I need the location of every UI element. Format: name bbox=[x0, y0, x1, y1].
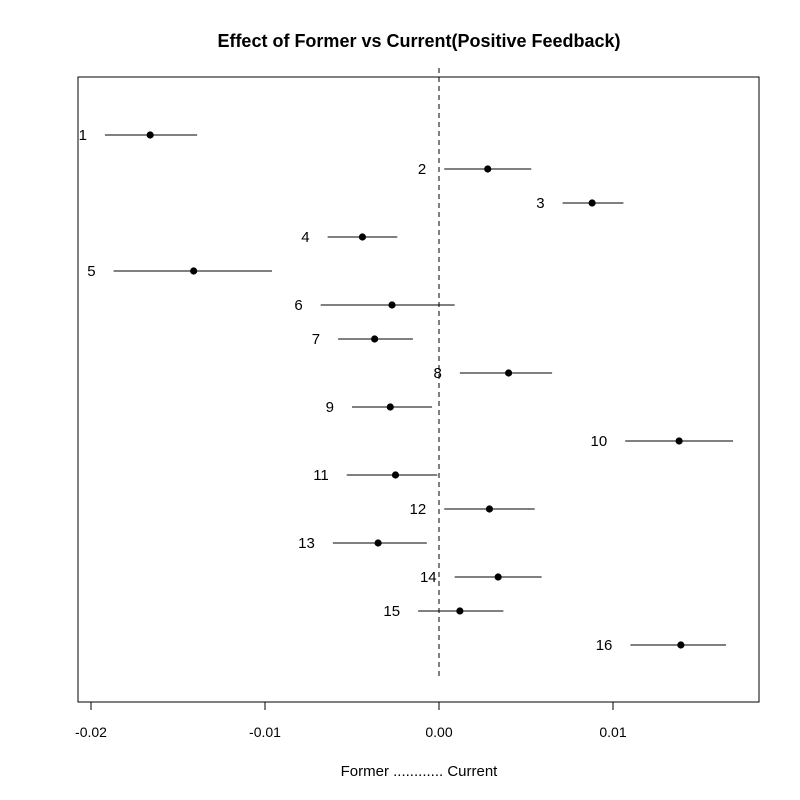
point-label: 12 bbox=[410, 501, 427, 518]
point-estimate bbox=[391, 471, 400, 479]
point-estimate bbox=[675, 437, 683, 445]
point-estimate bbox=[505, 369, 513, 377]
x-tick-label: -0.02 bbox=[75, 724, 107, 740]
x-axis-label: Former ............ Current bbox=[341, 763, 499, 780]
point-label: 1 bbox=[79, 127, 87, 144]
point-label: 2 bbox=[418, 161, 426, 178]
point-estimate bbox=[190, 267, 198, 275]
point-estimate bbox=[146, 131, 154, 139]
point-label: 8 bbox=[434, 365, 442, 382]
point-label: 3 bbox=[536, 195, 544, 212]
point-estimate bbox=[494, 573, 502, 581]
point-label: 14 bbox=[420, 569, 437, 586]
point-estimate bbox=[588, 199, 596, 207]
point-label: 4 bbox=[301, 229, 309, 246]
point-label: 15 bbox=[383, 603, 400, 620]
x-tick-label: -0.01 bbox=[249, 724, 281, 740]
point-estimate bbox=[484, 165, 492, 173]
point-label: 11 bbox=[313, 467, 329, 484]
point-estimate bbox=[456, 607, 464, 615]
point-label: 16 bbox=[596, 637, 613, 654]
point-estimate bbox=[386, 403, 394, 411]
point-label: 10 bbox=[590, 433, 607, 450]
point-label: 7 bbox=[312, 331, 320, 348]
point-estimate bbox=[358, 233, 367, 241]
point-estimate bbox=[485, 505, 494, 513]
point-label: 5 bbox=[87, 263, 95, 280]
x-tick-label: 0.00 bbox=[425, 724, 452, 740]
point-estimate bbox=[374, 539, 382, 547]
point-label: 13 bbox=[298, 535, 315, 552]
chart-title: Effect of Former vs Current(Positive Fee… bbox=[217, 31, 620, 51]
point-label: 9 bbox=[326, 399, 334, 416]
point-estimate bbox=[388, 301, 396, 309]
point-label: 6 bbox=[294, 297, 302, 314]
x-axis-ticks: -0.02 -0.01 0.00 0.01 bbox=[75, 702, 627, 740]
x-tick-label: 0.01 bbox=[599, 724, 626, 740]
point-estimate bbox=[677, 641, 685, 649]
point-estimate bbox=[371, 335, 379, 343]
